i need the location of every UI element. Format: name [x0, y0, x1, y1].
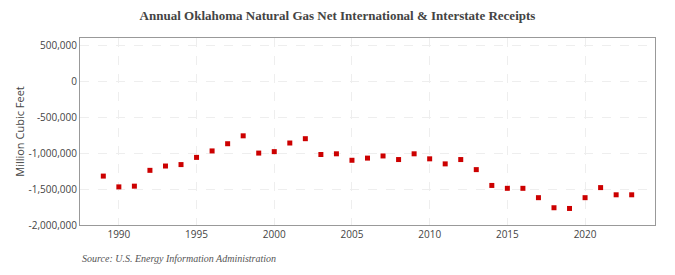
svg-text:-1,000,000: -1,000,000 [29, 146, 78, 160]
svg-text:Million Cubic Feet: Million Cubic Feet [12, 86, 27, 177]
svg-text:Annual Oklahoma Natural Gas Ne: Annual Oklahoma Natural Gas Net Internat… [140, 8, 536, 23]
svg-text:Source: U.S. Energy Informatio: Source: U.S. Energy Information Administ… [82, 253, 276, 264]
svg-text:500,000: 500,000 [40, 38, 77, 52]
svg-text:2005: 2005 [341, 227, 364, 241]
svg-text:0: 0 [71, 74, 77, 88]
svg-text:-2,000,000: -2,000,000 [29, 218, 78, 232]
svg-text:2000: 2000 [263, 227, 286, 241]
svg-text:2015: 2015 [496, 227, 519, 241]
svg-text:1990: 1990 [107, 227, 130, 241]
svg-text:-500,000: -500,000 [37, 110, 77, 124]
svg-text:-1,500,000: -1,500,000 [29, 182, 78, 196]
svg-text:2020: 2020 [574, 227, 597, 241]
svg-text:2010: 2010 [418, 227, 441, 241]
svg-text:1995: 1995 [185, 227, 208, 241]
